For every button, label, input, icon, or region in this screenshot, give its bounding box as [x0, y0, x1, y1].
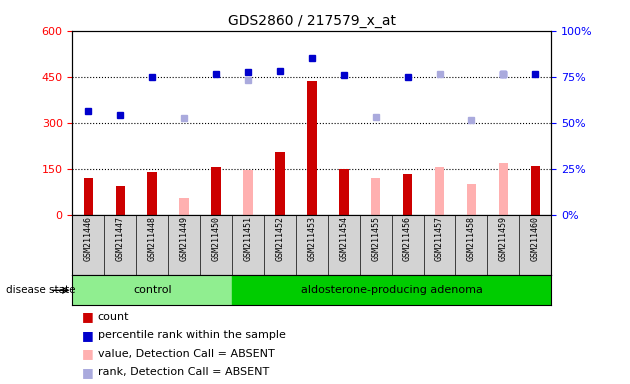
Bar	[498, 163, 508, 215]
Bar	[211, 167, 221, 215]
Bar	[275, 152, 285, 215]
Bar	[147, 172, 157, 215]
Text: GSM211454: GSM211454	[340, 216, 348, 261]
Bar	[435, 167, 444, 215]
Bar	[339, 169, 348, 215]
Text: GSM211448: GSM211448	[148, 216, 157, 261]
Text: GSM211450: GSM211450	[212, 216, 220, 261]
Text: GSM211452: GSM211452	[275, 216, 284, 261]
Bar	[371, 178, 381, 215]
Text: GSM211447: GSM211447	[116, 216, 125, 261]
Bar	[530, 166, 540, 215]
Text: rank, Detection Call = ABSENT: rank, Detection Call = ABSENT	[98, 367, 269, 377]
Text: GSM211457: GSM211457	[435, 216, 444, 261]
Text: GSM211446: GSM211446	[84, 216, 93, 261]
Text: count: count	[98, 312, 129, 322]
Text: GSM211455: GSM211455	[371, 216, 380, 261]
Text: GSM211460: GSM211460	[531, 216, 540, 261]
Bar	[467, 184, 476, 215]
Text: ■: ■	[82, 366, 94, 379]
Title: GDS2860 / 217579_x_at: GDS2860 / 217579_x_at	[228, 14, 396, 28]
Text: disease state: disease state	[6, 285, 76, 295]
Bar	[232, 275, 551, 305]
Text: GSM211459: GSM211459	[499, 216, 508, 261]
Text: ■: ■	[82, 347, 94, 360]
Text: GSM211458: GSM211458	[467, 216, 476, 261]
Bar	[403, 174, 413, 215]
Bar	[243, 170, 253, 215]
Bar	[180, 198, 189, 215]
Bar	[72, 275, 232, 305]
Text: GSM211453: GSM211453	[307, 216, 316, 261]
Bar	[115, 186, 125, 215]
Text: percentile rank within the sample: percentile rank within the sample	[98, 330, 285, 340]
Text: aldosterone-producing adenoma: aldosterone-producing adenoma	[301, 285, 483, 295]
Bar	[307, 81, 317, 215]
Text: control: control	[133, 285, 171, 295]
Text: GSM211449: GSM211449	[180, 216, 188, 261]
Text: GSM211456: GSM211456	[403, 216, 412, 261]
Text: value, Detection Call = ABSENT: value, Detection Call = ABSENT	[98, 349, 275, 359]
Bar	[84, 178, 93, 215]
Text: GSM211451: GSM211451	[244, 216, 253, 261]
Text: ■: ■	[82, 329, 94, 342]
Text: ■: ■	[82, 310, 94, 323]
